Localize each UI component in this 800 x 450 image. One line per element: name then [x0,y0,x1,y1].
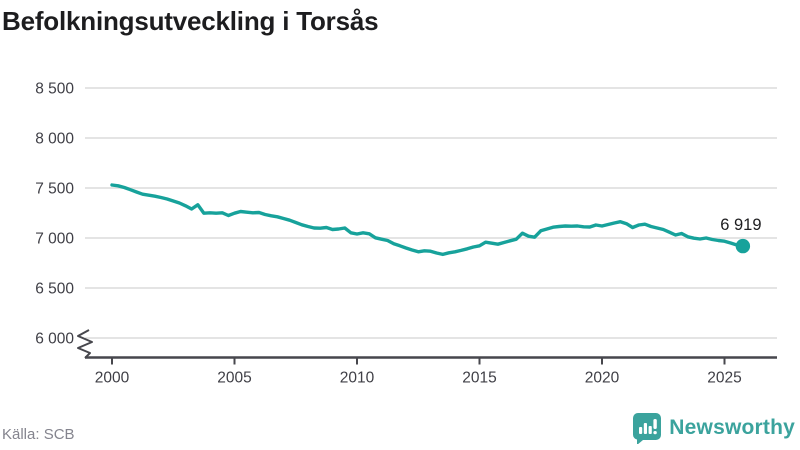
y-tick-label: 8 000 [35,131,74,148]
x-tick-label: 2025 [707,370,741,387]
latest-value-label: 6 919 [720,216,761,234]
source-label: Källa: SCB [2,426,75,443]
axis-break-zigzag [77,329,93,359]
x-tick-label: 2020 [585,370,620,387]
y-axis-tick-labels: 6 000 6 500 7 000 7 500 8 000 8 500 [35,81,74,348]
newsworthy-bubble-chart-icon [633,413,662,444]
population-line [110,183,745,257]
latest-value-dot [735,238,751,254]
axis-break-symbol [77,329,93,359]
gridlines [85,87,777,339]
x-tick-label: 2010 [340,370,375,387]
y-tick-label: 6 000 [35,331,74,348]
data-line-series [110,183,745,257]
x-tick-label: 2015 [462,370,496,387]
brand-wordmark: Newsworthy [669,416,795,439]
y-tick-label: 7 000 [35,231,74,248]
y-tick-label: 7 500 [35,181,74,198]
latest-value-marker: 6 919 [720,216,762,254]
page-title: Befolkningsutveckling i Torsås [2,6,379,36]
y-tick-label: 8 500 [35,81,74,98]
x-axis: 2000 2005 2010 2015 2020 2025 [85,356,777,387]
x-tick-label: 2000 [95,370,130,387]
y-tick-label: 6 500 [35,281,74,298]
x-tick-label: 2005 [217,370,251,387]
newsworthy-logo[interactable]: Newsworthy [632,412,795,444]
